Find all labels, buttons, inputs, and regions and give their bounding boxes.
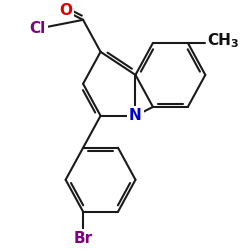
Text: CH: CH bbox=[207, 32, 231, 48]
Text: 3: 3 bbox=[231, 39, 238, 49]
Text: N: N bbox=[129, 108, 142, 123]
Text: Br: Br bbox=[74, 231, 93, 246]
Text: Cl: Cl bbox=[30, 21, 46, 36]
Text: O: O bbox=[59, 4, 72, 18]
